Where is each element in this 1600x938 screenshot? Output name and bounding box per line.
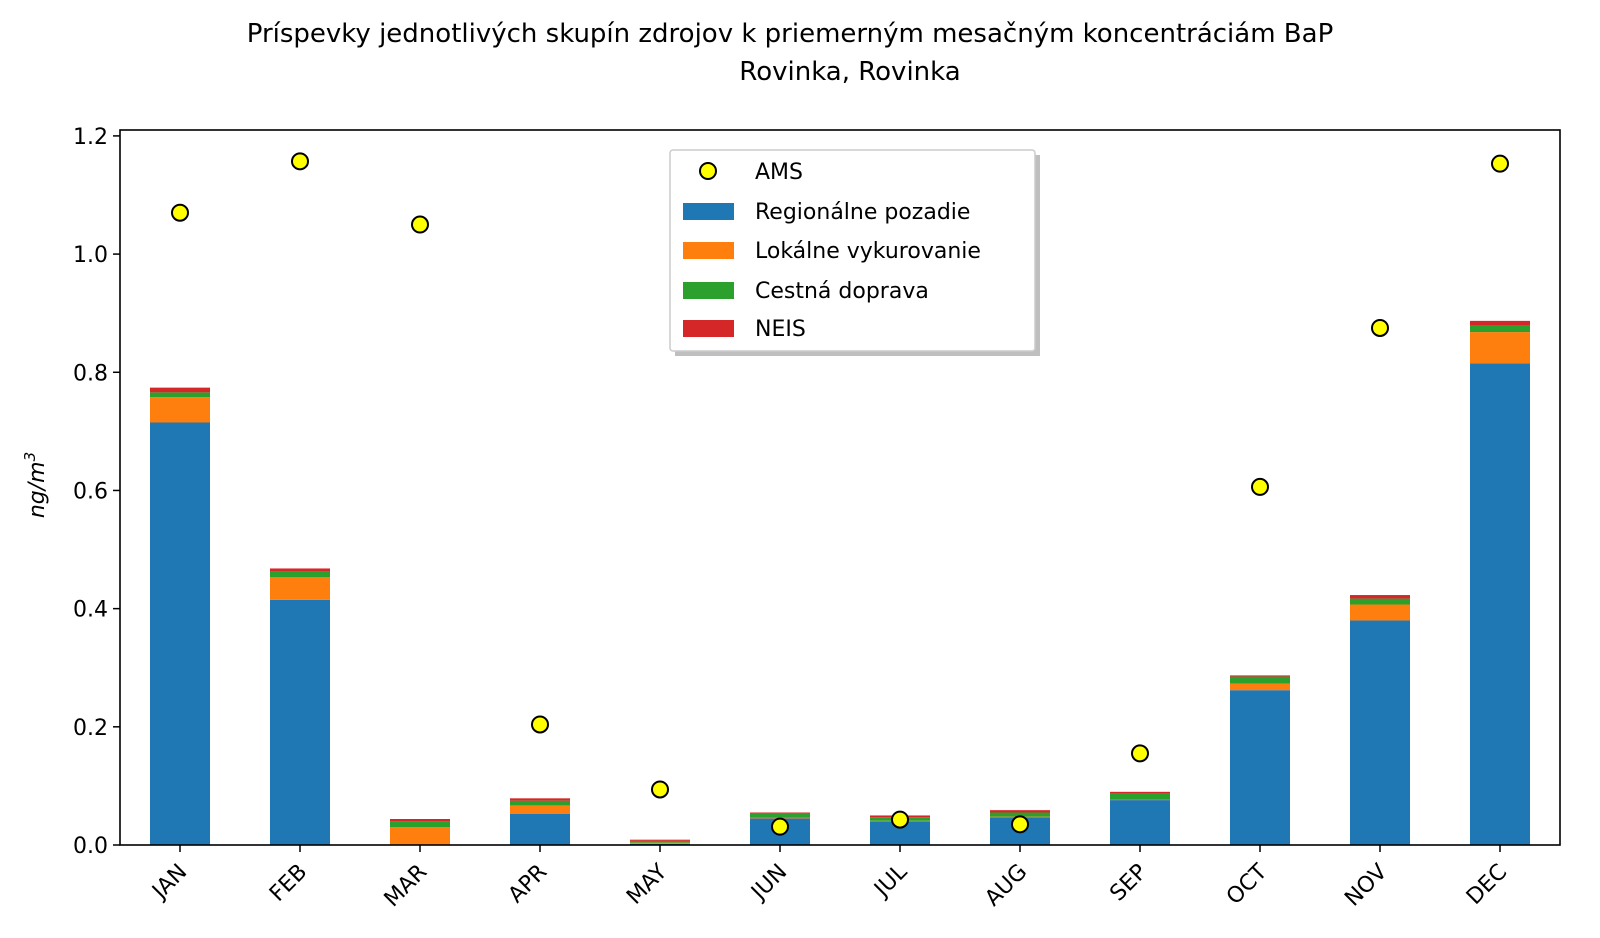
- ams-point-jan: [171, 203, 189, 222]
- plot-frame: [119, 129, 1561, 846]
- bar-dec-series-2: [1470, 325, 1530, 333]
- bar-jun-series-2: [750, 813, 810, 818]
- legend-label-cestna: Cestná doprava: [755, 279, 929, 304]
- bar-may-series-3: [630, 839, 690, 841]
- x-tick-label-sep: SEP: [1105, 860, 1152, 907]
- bar-nov-series-0: [1350, 620, 1410, 845]
- legend-swatch-lokalne: [683, 242, 734, 259]
- x-tick-label-jun: JUN: [746, 860, 793, 907]
- bar-apr-series-3: [510, 798, 570, 801]
- bar-feb-series-2: [270, 571, 330, 578]
- svg-text:ng/m3: ng/m3: [21, 452, 50, 518]
- bar-oct-series-1: [1230, 683, 1290, 691]
- y-tick-label: 1.2: [73, 125, 108, 150]
- legend-label-lokalne: Lokálne vykurovanie: [755, 239, 981, 264]
- bar-oct-series-0: [1230, 690, 1290, 845]
- ams-point-dec: [1491, 154, 1509, 173]
- bar-jan-series-0: [150, 422, 210, 845]
- bar-jan-series-2: [150, 392, 210, 398]
- y-tick-label: 0.0: [73, 834, 108, 859]
- y-tick-label: 0.2: [73, 716, 108, 741]
- legend-label-neis: NEIS: [755, 317, 806, 342]
- y-axis-label: ng/m3: [21, 452, 50, 518]
- legend-swatch-regionalne: [683, 203, 734, 220]
- bar-dec-series-0: [1470, 363, 1530, 845]
- x-tick-label-aug: AUG: [980, 860, 1032, 912]
- x-tick-label-oct: OCT: [1222, 859, 1273, 910]
- ams-point-oct: [1251, 477, 1269, 496]
- bar-may-series-2: [630, 840, 690, 843]
- bar-jan-series-1: [150, 397, 210, 423]
- ams-point-feb: [291, 152, 309, 171]
- bar-dec-series-1: [1470, 332, 1530, 364]
- bar-sep-series-2: [1110, 793, 1170, 800]
- bar-dec-series-3: [1470, 320, 1530, 326]
- ams-point-jul: [891, 810, 909, 829]
- bar-jan-series-3: [150, 387, 210, 393]
- x-tick-label-mar: MAR: [380, 860, 433, 913]
- x-tick-label-jan: JAN: [147, 860, 193, 906]
- ams-point-jun: [771, 817, 789, 836]
- x-tick-label-dec: DEC: [1462, 860, 1512, 910]
- y-tick-label: 1.0: [73, 243, 108, 268]
- x-tick-label-apr: APR: [504, 860, 553, 909]
- x-tick-label-nov: NOV: [1340, 860, 1392, 912]
- bar-nov-series-1: [1350, 604, 1410, 621]
- ams-point-sep: [1131, 744, 1149, 763]
- bar-feb-series-1: [270, 577, 330, 600]
- bar-apr-series-1: [510, 805, 570, 814]
- bar-feb-series-0: [270, 599, 330, 845]
- bar-mar-series-2: [390, 821, 450, 828]
- ams-points: [171, 152, 1509, 836]
- x-axis: JAN FEB MAR APR MAY JUN JUL AUG SEP OCT NOV DEC: [147, 845, 1512, 913]
- bar-oct-series-2: [1230, 676, 1290, 684]
- bar-sep-series-0: [1110, 800, 1170, 845]
- bar-aug-series-2: [990, 812, 1050, 817]
- bar-series: [150, 320, 1530, 845]
- chart-subtitle: Rovinka, Rovinka: [739, 57, 960, 87]
- legend-marker-ams: [699, 162, 717, 180]
- bar-oct-series-3: [1230, 675, 1290, 677]
- bar-aug-series-3: [990, 810, 1050, 813]
- x-tick-label-feb: FEB: [265, 860, 312, 907]
- bar-nov-series-3: [1350, 595, 1410, 599]
- x-tick-label-may: MAY: [622, 859, 672, 909]
- bar-apr-series-0: [510, 813, 570, 845]
- ams-point-apr: [531, 715, 549, 734]
- x-tick-label-jul: JUL: [869, 859, 913, 903]
- bar-mar-series-3: [390, 819, 450, 822]
- y-axis-label-superscript: 3: [21, 452, 39, 462]
- chart-title: Príspevky jednotlivých skupín zdrojov k …: [247, 19, 1334, 49]
- legend-label-ams: AMS: [755, 160, 803, 185]
- ams-point-may: [651, 780, 669, 799]
- bar-mar-series-1: [390, 827, 450, 845]
- y-axis: 0.0 0.2 0.4 0.6 0.8 1.0 1.2: [73, 125, 120, 859]
- bar-sep-series-1: [1110, 799, 1170, 801]
- bar-jul-series-0: [870, 821, 930, 845]
- bar-apr-series-2: [510, 800, 570, 806]
- bar-jun-series-3: [750, 812, 810, 814]
- ams-point-aug: [1011, 815, 1029, 834]
- legend-box: [669, 149, 1036, 352]
- legend-swatch-neis: [683, 320, 734, 337]
- ams-point-nov: [1371, 318, 1389, 337]
- legend: AMS Regionálne pozadie Lokálne vykurovan…: [669, 149, 1040, 356]
- y-tick-label: 0.4: [73, 598, 108, 623]
- y-tick-label: 0.8: [73, 361, 108, 386]
- legend-label-regionalne: Regionálne pozadie: [755, 200, 970, 225]
- y-tick-label: 0.6: [73, 479, 108, 504]
- legend-swatch-cestna: [683, 282, 734, 299]
- bar-feb-series-3: [270, 568, 330, 572]
- bar-nov-series-2: [1350, 598, 1410, 605]
- y-axis-label-text: ng/m: [25, 461, 50, 518]
- bar-may-series-1: [630, 842, 690, 844]
- ams-point-mar: [411, 215, 429, 234]
- bar-sep-series-3: [1110, 791, 1170, 793]
